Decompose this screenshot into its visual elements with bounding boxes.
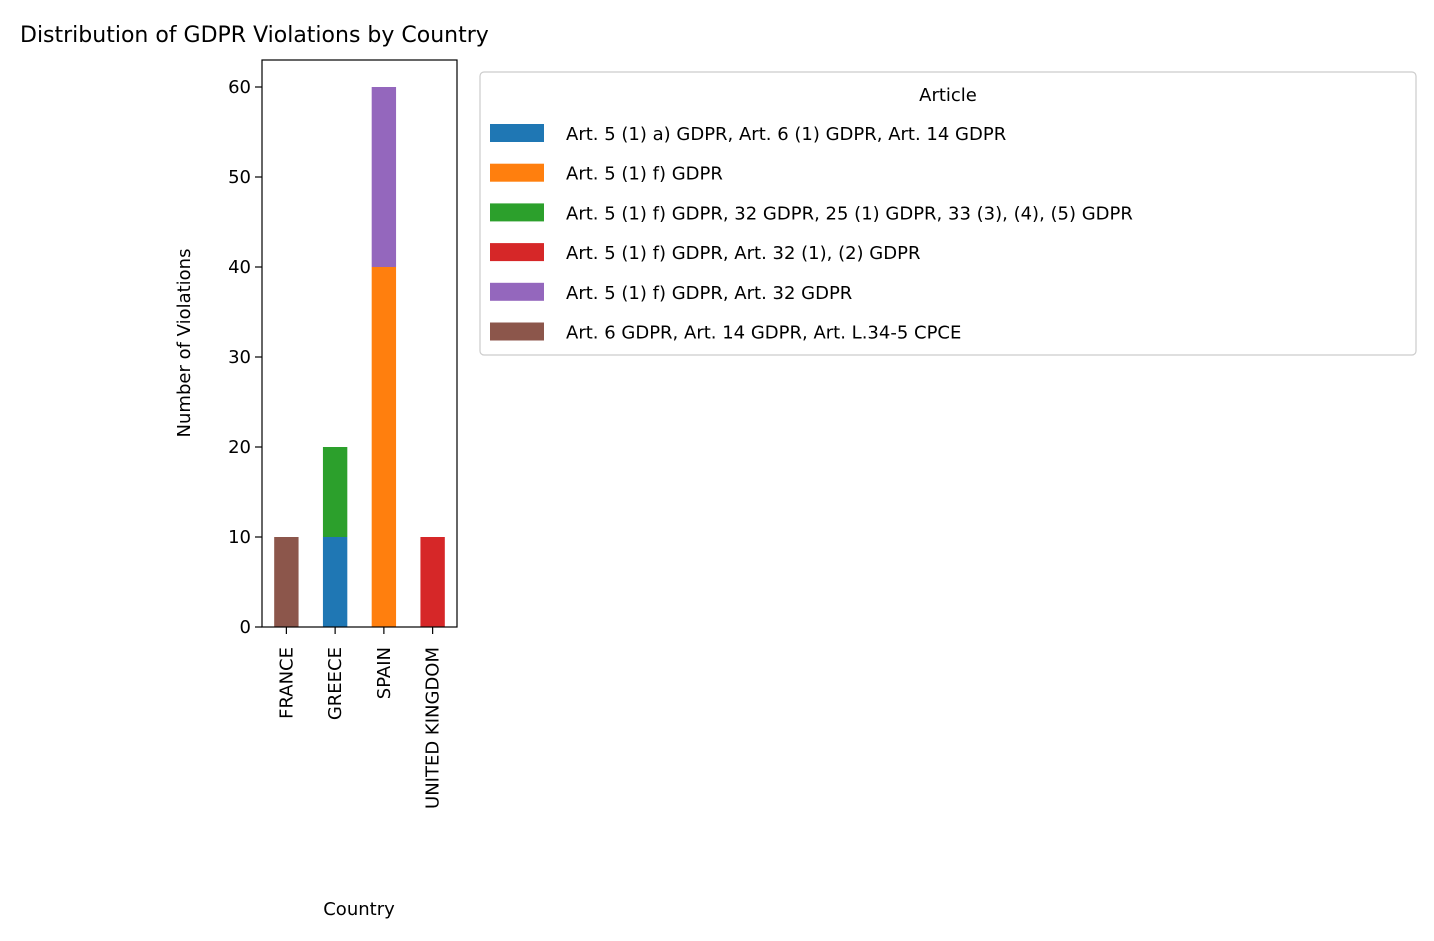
x-axis-ticks: FRANCE GREECE SPAIN UNITED KINGDOM xyxy=(276,627,444,809)
plot-frame xyxy=(261,59,458,628)
x-tick-label: SPAIN xyxy=(374,647,395,699)
y-tick-label: 60 xyxy=(228,77,251,98)
x-tick-label: UNITED KINGDOM xyxy=(423,647,444,809)
legend-entry-label: Art. 5 (1) f) GDPR, 32 GDPR, 25 (1) GDPR… xyxy=(566,203,1133,224)
legend-swatch xyxy=(490,163,544,182)
bar-spain-series-1 xyxy=(371,267,397,627)
legend-entry-label: Art. 6 GDPR, Art. 14 GDPR, Art. L.34-5 C… xyxy=(566,323,961,344)
y-tick-label: 10 xyxy=(228,527,251,548)
y-tick-label: 0 xyxy=(240,617,251,638)
legend-entry-label: Art. 5 (1) a) GDPR, Art. 6 (1) GDPR, Art… xyxy=(566,124,1006,145)
y-tick-label: 20 xyxy=(228,437,251,458)
x-tick-label: GREECE xyxy=(325,647,346,720)
legend-swatch xyxy=(490,243,544,262)
x-axis-label: Country xyxy=(323,899,395,920)
legend-title: Article xyxy=(919,85,977,106)
bars-group xyxy=(274,87,445,627)
legend: Article Art. 5 (1) a) GDPR, Art. 6 (1) G… xyxy=(479,71,1417,356)
y-tick-label: 40 xyxy=(228,257,251,278)
legend-items: Art. 5 (1) a) GDPR, Art. 6 (1) GDPR, Art… xyxy=(490,124,1133,344)
chart-title: Distribution of GDPR Violations by Count… xyxy=(20,23,489,48)
y-tick-label: 50 xyxy=(228,167,251,188)
bar-spain-series-4 xyxy=(371,87,397,267)
y-axis-label: Number of Violations xyxy=(174,249,195,438)
legend-swatch xyxy=(490,124,544,142)
y-axis-ticks: 0 10 20 30 40 50 60 xyxy=(228,77,262,638)
legend-swatch xyxy=(490,203,544,222)
bar-greece-series-0 xyxy=(322,537,348,627)
legend-entry-label: Art. 5 (1) f) GDPR, Art. 32 (1), (2) GDP… xyxy=(566,243,920,264)
bar-greece-series-2 xyxy=(322,447,348,537)
legend-entry-label: Art. 5 (1) f) GDPR, Art. 32 GDPR xyxy=(566,283,852,304)
bar-france-series-5 xyxy=(274,537,299,627)
x-tick-label: FRANCE xyxy=(276,647,297,719)
legend-swatch xyxy=(490,282,544,301)
bar-united-kingdom-series-3 xyxy=(420,537,445,627)
y-tick-label: 30 xyxy=(228,347,251,368)
legend-swatch xyxy=(490,322,544,341)
legend-frame xyxy=(479,71,1417,356)
legend-entry-label: Art. 5 (1) f) GDPR xyxy=(566,164,723,185)
